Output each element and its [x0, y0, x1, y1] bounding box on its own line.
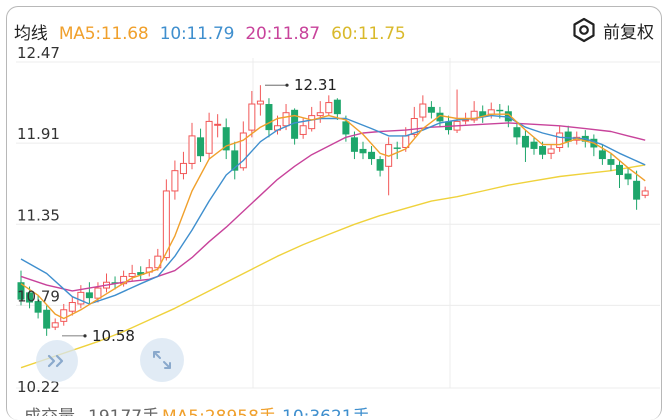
candle-body	[342, 121, 350, 135]
candle-body	[436, 112, 444, 122]
high-label: 12.31	[294, 76, 337, 94]
candle-body	[265, 104, 273, 131]
candle-body	[171, 170, 179, 192]
candle-body	[521, 135, 529, 148]
candle-body	[419, 103, 427, 118]
volume-value: 19177手	[88, 402, 159, 416]
adjust-icon	[573, 17, 595, 43]
candle-body	[325, 102, 333, 114]
candle-body	[316, 112, 324, 117]
candle-body	[214, 123, 222, 126]
adjust-label: 前复权	[603, 22, 654, 43]
y-tick-label: 10.79	[17, 287, 60, 305]
adjust-button[interactable]: 前复权	[571, 17, 654, 43]
candle-body	[34, 301, 42, 313]
candle-body	[60, 309, 68, 322]
candle-body	[231, 150, 239, 171]
candle-body	[427, 106, 435, 113]
candle-body	[68, 302, 76, 312]
candle-body	[17, 282, 25, 300]
legend-ma20: 20:11.87	[245, 24, 320, 44]
ma10-line	[20, 114, 646, 305]
candle-body	[188, 135, 196, 164]
low-marker-dot	[83, 334, 87, 338]
ma60-line	[20, 164, 646, 369]
expand-left-button[interactable]	[36, 340, 78, 382]
candle-body	[624, 173, 632, 180]
legend-ma5: MA5:11.68	[58, 24, 149, 44]
fullscreen-button[interactable]	[140, 338, 184, 382]
candle-body	[197, 137, 205, 157]
candle-body	[350, 137, 358, 152]
candle-body	[205, 120, 213, 154]
candle-body	[556, 132, 564, 148]
high-marker-dot	[285, 83, 289, 87]
candle-body	[333, 99, 341, 115]
ma-legend: 均线 MA5:11.68 10:11.79 20:11.87 60:11.75	[14, 19, 412, 44]
volume-ma10: 10:3621手	[282, 402, 370, 416]
candle-body	[137, 272, 145, 275]
low-label: 10.58	[92, 327, 135, 345]
candle-body	[607, 159, 615, 165]
volume-label: 成交量	[24, 402, 75, 416]
candle-body	[128, 273, 136, 277]
y-tick-label: 11.91	[17, 125, 60, 143]
candle-body	[111, 282, 119, 284]
candle-body	[479, 111, 487, 118]
candle-body	[539, 146, 547, 155]
legend-ma60: 60:11.75	[331, 24, 406, 44]
candle-body	[641, 190, 649, 196]
candle-body	[359, 148, 367, 154]
candle-body	[162, 190, 170, 259]
y-tick-label: 10.22	[17, 378, 60, 396]
volume-header: 成交量 19177手 MA5:28958手 10:3621手	[0, 402, 668, 416]
candle-body	[51, 322, 59, 328]
candle-body	[547, 148, 555, 154]
candle-body	[308, 115, 316, 130]
candle-body	[94, 287, 102, 299]
candle-body	[513, 127, 521, 138]
candle-body	[85, 292, 93, 299]
candle-body	[410, 118, 418, 135]
candle-body	[376, 159, 384, 171]
y-tick-label: 12.47	[17, 44, 60, 62]
candle-body	[564, 131, 572, 142]
candle-body	[179, 162, 187, 175]
candle-body	[43, 309, 51, 329]
candle-body	[77, 291, 85, 305]
candle-body	[368, 151, 376, 160]
candle-body	[504, 111, 512, 122]
candle-body	[299, 125, 307, 135]
candle-body	[393, 147, 401, 149]
ma20-line	[20, 122, 646, 292]
legend-title: 均线	[14, 24, 48, 44]
expand-arrows-icon	[153, 351, 171, 369]
candle-body	[26, 292, 34, 303]
candle-body	[530, 141, 538, 149]
double-chevron-right-icon	[47, 354, 64, 368]
candle-body	[598, 150, 606, 160]
candle-body	[616, 164, 623, 176]
candle-body	[222, 127, 230, 151]
chart-card	[6, 6, 662, 420]
candle-body	[496, 109, 504, 112]
ma5-line	[20, 113, 646, 320]
candle-body	[239, 132, 247, 169]
volume-ma5: MA5:28958手	[162, 402, 276, 416]
candle-body	[256, 100, 264, 105]
candle-body	[291, 109, 299, 139]
y-tick-label: 11.35	[17, 206, 60, 224]
candle-body	[282, 112, 290, 127]
candle-body	[248, 103, 256, 131]
candle-body	[470, 110, 478, 121]
legend-ma10: 10:11.79	[159, 24, 235, 44]
candle-body	[633, 180, 641, 200]
